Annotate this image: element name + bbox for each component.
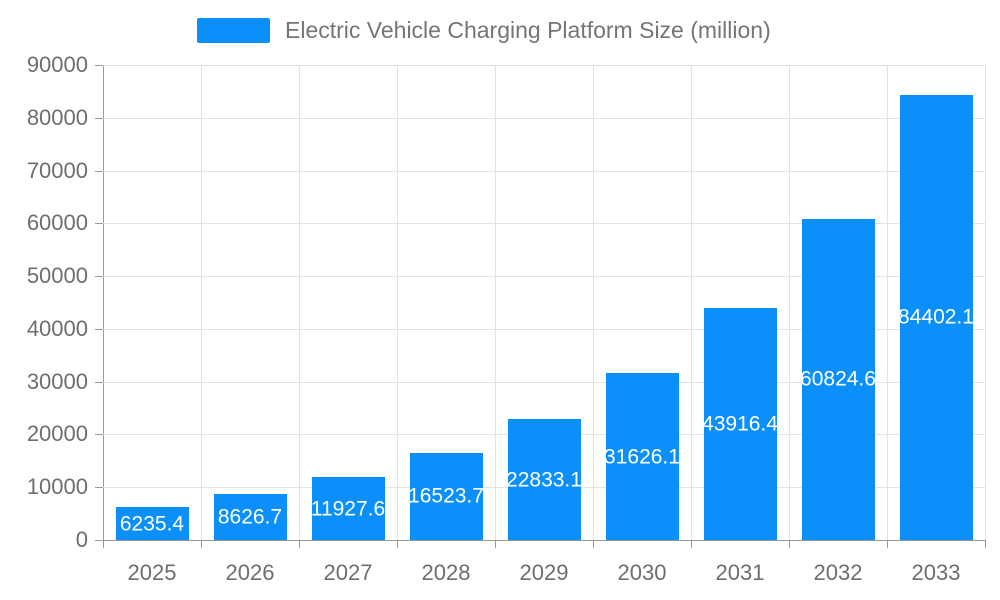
y-gridline bbox=[103, 381, 985, 383]
y-axis-tick bbox=[95, 117, 103, 119]
y-gridline bbox=[103, 117, 985, 119]
x-gridline bbox=[985, 65, 986, 540]
legend-label: Electric Vehicle Charging Platform Size … bbox=[285, 17, 771, 43]
y-axis-tick bbox=[95, 328, 103, 330]
bar-value-label: 6235.4 bbox=[119, 512, 185, 536]
y-axis-tick-label: 0 bbox=[75, 527, 88, 552]
bar-2030[interactable]: 31626.1 bbox=[605, 373, 679, 540]
y-gridline bbox=[103, 223, 985, 225]
plot-area: 6235.4 8626.7 11927.6 16523.7 22833.1 31626.1… bbox=[103, 65, 986, 540]
x-gridline bbox=[495, 65, 496, 540]
x-axis-tick bbox=[887, 540, 888, 548]
x-axis-tick bbox=[201, 540, 202, 548]
y-gridline bbox=[103, 65, 985, 66]
bar-value-label: 8626.7 bbox=[217, 505, 283, 529]
y-axis-tick-label: 30000 bbox=[26, 368, 88, 394]
bar-2031[interactable]: 43916.4 bbox=[703, 308, 777, 540]
bar-2026[interactable]: 8626.7 bbox=[213, 494, 287, 540]
y-axis-tick bbox=[95, 65, 103, 66]
x-axis-tick bbox=[103, 540, 104, 548]
x-axis-tick bbox=[691, 540, 692, 548]
bar-value-label: 22833.1 bbox=[507, 468, 581, 492]
x-axis-tick bbox=[299, 540, 300, 548]
bar-value-label: 31626.1 bbox=[605, 445, 679, 469]
x-axis-tick-label: 2029 bbox=[519, 560, 569, 585]
y-axis-tick bbox=[95, 223, 103, 225]
y-gridline bbox=[103, 328, 985, 330]
y-axis-tick-label: 80000 bbox=[26, 104, 88, 130]
x-axis-tick-label: 2027 bbox=[323, 560, 373, 585]
bar-2032[interactable]: 60824.6 bbox=[801, 218, 875, 540]
x-gridline bbox=[299, 65, 300, 540]
bar-2027[interactable]: 11927.6 bbox=[311, 477, 385, 540]
bar-2033[interactable]: 84402.1 bbox=[899, 94, 973, 540]
x-axis-tick bbox=[985, 540, 986, 548]
x-axis-tick bbox=[397, 540, 398, 548]
y-axis-tick-label: 10000 bbox=[26, 474, 88, 500]
bar-value-label: 16523.7 bbox=[409, 484, 483, 508]
bar-2028[interactable]: 16523.7 bbox=[409, 452, 483, 540]
y-axis-tick bbox=[95, 381, 103, 383]
y-gridline bbox=[103, 170, 985, 172]
y-axis-tick bbox=[95, 434, 103, 436]
x-gridline bbox=[397, 65, 398, 540]
x-axis-tick-label: 2025 bbox=[127, 560, 177, 585]
x-axis-tick-label: 2033 bbox=[911, 560, 961, 585]
bar-2025[interactable]: 6235.4 bbox=[115, 507, 189, 540]
y-axis-tick-label: 90000 bbox=[26, 52, 88, 77]
y-axis-tick bbox=[95, 170, 103, 172]
chart-legend[interactable]: Electric Vehicle Charging Platform Size … bbox=[197, 17, 771, 44]
x-gridline bbox=[593, 65, 594, 540]
x-axis-tick bbox=[495, 540, 496, 548]
bar-value-label: 84402.1 bbox=[899, 305, 973, 329]
x-axis-tick bbox=[789, 540, 790, 548]
y-axis-tick bbox=[95, 276, 103, 278]
x-axis-line bbox=[103, 540, 986, 541]
x-gridline bbox=[789, 65, 790, 540]
x-axis-tick-label: 2026 bbox=[225, 560, 275, 585]
x-gridline bbox=[887, 65, 888, 540]
y-axis-tick-label: 50000 bbox=[26, 263, 88, 289]
y-axis-tick-label: 20000 bbox=[26, 421, 88, 447]
x-axis-tick-label: 2032 bbox=[813, 560, 863, 585]
bar-2029[interactable]: 22833.1 bbox=[507, 419, 581, 540]
bar-value-label: 60824.6 bbox=[801, 367, 875, 391]
y-gridline bbox=[103, 276, 985, 278]
legend-swatch-icon bbox=[197, 18, 270, 43]
y-axis-tick-label: 60000 bbox=[26, 210, 88, 236]
x-gridline bbox=[691, 65, 692, 540]
bar-value-label: 11927.6 bbox=[311, 497, 385, 521]
x-axis-tick bbox=[593, 540, 594, 548]
bar-value-label: 43916.4 bbox=[703, 412, 777, 436]
y-axis-tick bbox=[95, 487, 103, 489]
x-gridline bbox=[201, 65, 202, 540]
x-axis-tick-label: 2031 bbox=[715, 560, 765, 585]
y-axis-tick-label: 40000 bbox=[26, 315, 88, 341]
x-axis-tick-label: 2028 bbox=[421, 560, 471, 585]
y-axis-tick-label: 70000 bbox=[26, 157, 88, 183]
y-axis-tick bbox=[95, 540, 103, 541]
y-axis-line bbox=[103, 65, 104, 541]
x-axis-tick-label: 2030 bbox=[617, 560, 667, 585]
